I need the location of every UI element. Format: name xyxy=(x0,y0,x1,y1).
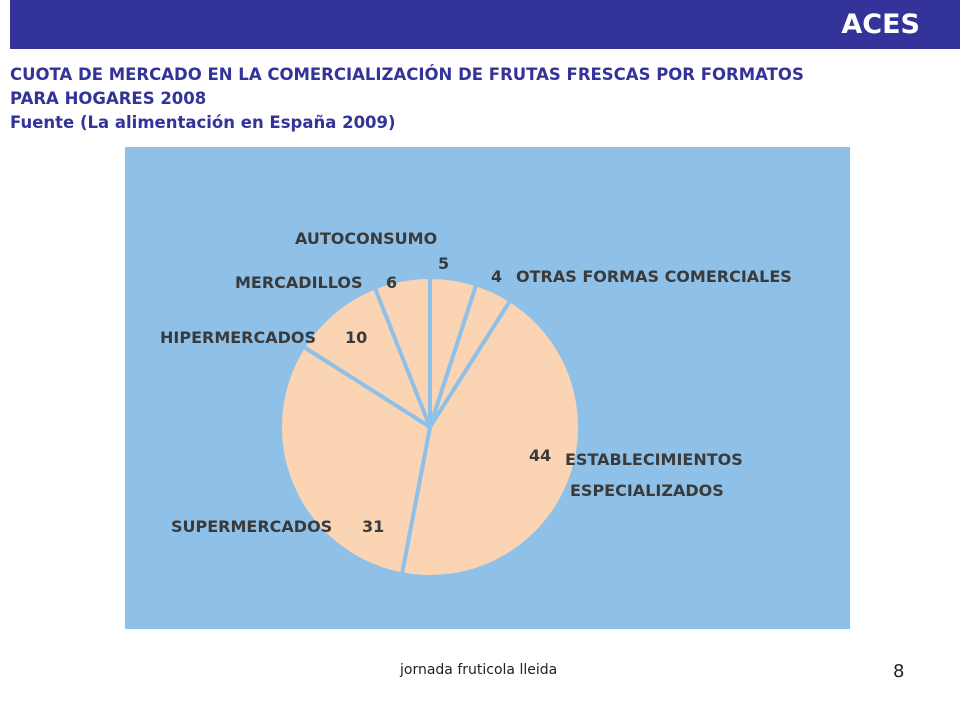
label-establecimientos-line-2: ESPECIALIZADOS xyxy=(570,481,724,500)
slide-source: Fuente (La alimentación en España 2009) xyxy=(10,113,396,132)
label-supermercados: SUPERMERCADOS xyxy=(171,517,332,536)
label-otras-formas: OTRAS FORMAS COMERCIALES xyxy=(516,267,792,286)
pie-slice-5 xyxy=(301,285,432,429)
value-hipermercados: 10 xyxy=(345,328,367,347)
slide-title-line-2: PARA HOGARES 2008 xyxy=(10,89,207,108)
label-autoconsumo: AUTOCONSUMO xyxy=(295,229,437,248)
label-mercadillos: MERCADILLOS xyxy=(235,273,362,292)
pie-slices xyxy=(278,275,582,579)
page-number: 8 xyxy=(893,661,905,682)
pie-slice-6 xyxy=(372,275,432,429)
header-bar: ACES xyxy=(10,0,960,49)
pie-chart: AUTOCONSUMO 5 4 OTRAS FORMAS COMERCIALES… xyxy=(160,229,792,579)
label-establecimientos-line-1: ESTABLECIMIENTOS xyxy=(565,450,743,469)
value-establecimientos: 44 xyxy=(529,446,551,465)
footer-text: jornada fruticola lleida xyxy=(400,662,558,678)
value-mercadillos: 6 xyxy=(386,273,397,292)
brand-title: ACES xyxy=(841,9,920,40)
value-autoconsumo: 5 xyxy=(438,254,449,273)
slide-title-line-1: CUOTA DE MERCADO EN LA COMERCIALIZACIÓN … xyxy=(10,65,804,84)
chart-panel: AUTOCONSUMO 5 4 OTRAS FORMAS COMERCIALES… xyxy=(125,147,850,629)
value-otras-formas: 4 xyxy=(491,267,502,286)
value-supermercados: 31 xyxy=(362,517,384,536)
pie-slice-3 xyxy=(399,298,582,579)
label-hipermercados: HIPERMERCADOS xyxy=(160,328,316,347)
slide-titles: CUOTA DE MERCADO EN LA COMERCIALIZACIÓN … xyxy=(10,63,955,135)
pie-labels: AUTOCONSUMO 5 4 OTRAS FORMAS COMERCIALES… xyxy=(160,229,792,536)
